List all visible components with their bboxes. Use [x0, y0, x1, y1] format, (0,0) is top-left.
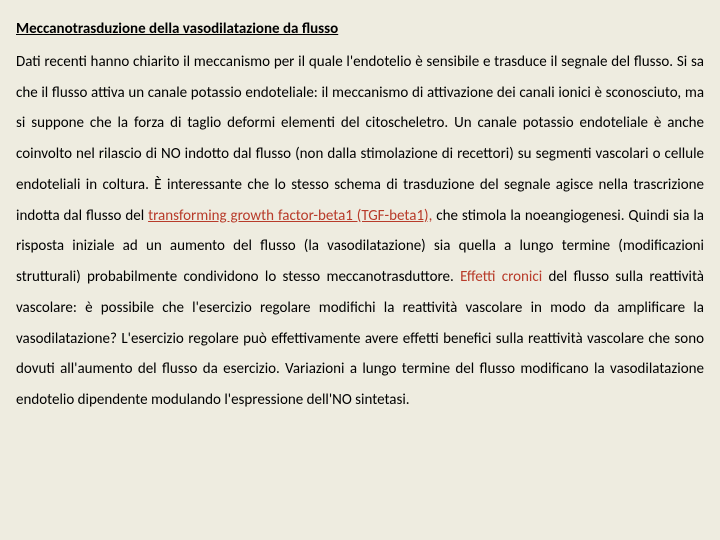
chronic-effects-lead: Effetti cronici: [460, 268, 542, 286]
p1-part-a: Dati recenti hanno chiarito il meccanism…: [16, 53, 704, 225]
body-paragraph: Dati recenti hanno chiarito il meccanism…: [16, 53, 704, 409]
document-page: Meccanotrasduzione della vasodilatazione…: [0, 0, 720, 540]
tgf-highlight: transforming growth factor-beta1 (TGF-be…: [148, 207, 432, 225]
p2-rest: del flusso sulla reattività vascolare: è…: [16, 268, 704, 409]
section-title: Meccanotrasduzione della vasodilatazione…: [16, 14, 704, 45]
